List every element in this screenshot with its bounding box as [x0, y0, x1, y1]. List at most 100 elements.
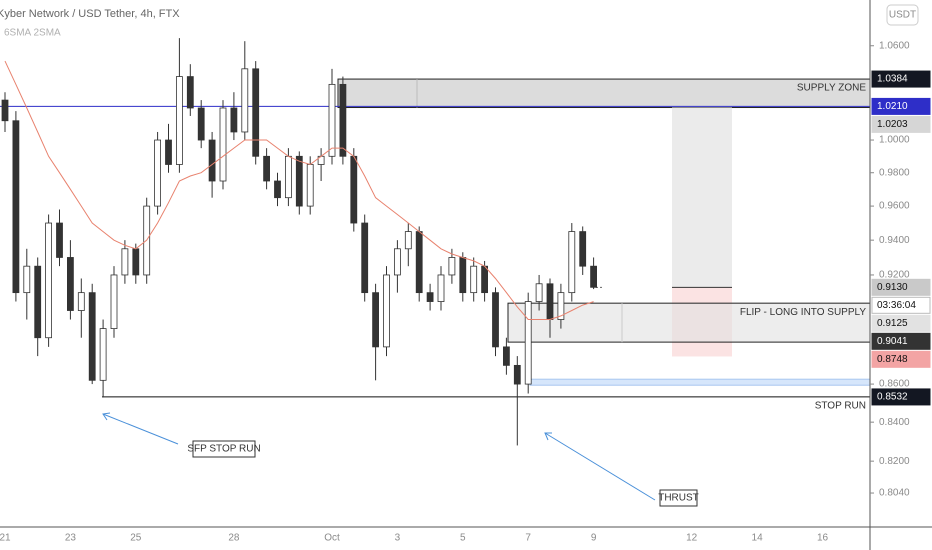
sma-line [4, 60, 594, 320]
flip-label: FLIP - LONG INTO SUPPLY [740, 307, 866, 318]
candle-body [372, 292, 380, 348]
y-tick-label: 0.8400 [879, 417, 910, 428]
price-tag [871, 70, 931, 88]
supply-zone [337, 78, 871, 109]
y-tick-label: 0.9800 [879, 167, 910, 178]
price-tag [871, 115, 931, 133]
candle-body [546, 283, 554, 320]
price-tag [871, 332, 931, 350]
supply-label: SUPPLY ZONE [797, 83, 866, 94]
candle-body [284, 155, 292, 199]
candle-body [437, 274, 445, 302]
candle-body [328, 83, 336, 157]
price-tag-label: 0.9041 [877, 336, 908, 347]
candle-body [88, 292, 96, 381]
y-tick-label: 0.9200 [879, 270, 910, 281]
candle-body [45, 222, 52, 339]
candle-body [339, 83, 347, 157]
candle-body [197, 107, 205, 141]
price-tag-label: 0.9125 [877, 318, 908, 329]
sfp-box [192, 440, 256, 458]
candle-body [590, 265, 597, 288]
candle-body [23, 265, 31, 294]
price-tag [871, 296, 931, 314]
stop-run-label: STOP RUN [815, 401, 866, 412]
price-tag [871, 388, 931, 406]
candle-body [208, 139, 216, 182]
thrust-label: THRUST [658, 493, 699, 504]
blue-zone [529, 378, 871, 386]
candle-body [448, 257, 456, 276]
candles [1, 38, 597, 446]
candle-body [132, 248, 140, 276]
x-tick-label: 9 [591, 533, 597, 544]
x-tick-label: 5 [460, 533, 466, 544]
y-tick-label: 1.0600 [879, 40, 910, 51]
zones: SUPPLY ZONE FLIP - LONG INTO SUPPLY STOP R… [0, 78, 871, 412]
candle-body [252, 68, 260, 157]
candle-body [121, 248, 129, 276]
indicator-legend: 6SMA 2SMA [4, 28, 61, 39]
y-tick-label: 0.8200 [879, 456, 910, 467]
candle-body [579, 231, 587, 267]
candle-body [383, 274, 390, 348]
candle-body [34, 265, 42, 339]
price-tag [871, 97, 931, 115]
candle-body [524, 301, 532, 385]
candle-body [274, 180, 281, 199]
price-tag [871, 278, 931, 296]
arrow-head [544, 432, 552, 441]
candle-body [393, 248, 401, 276]
price-tag [871, 314, 931, 332]
candle-body [77, 292, 85, 311]
x-tick-label: 28 [228, 533, 240, 544]
candle-body [404, 231, 412, 250]
x-tick-label: 25 [130, 533, 142, 544]
currency-badge[interactable] [886, 4, 919, 26]
candle-body [219, 107, 227, 182]
candle-body [470, 265, 478, 294]
candle-body [186, 76, 194, 109]
x-tick-label: 3 [395, 533, 401, 544]
candle-body [263, 155, 271, 182]
thrust-box [659, 489, 698, 507]
price-tag-label: 1.0384 [877, 74, 908, 85]
candle-body [295, 155, 303, 207]
chart-title: Kyber Network / USD Tether, 4h, FTX [0, 8, 180, 20]
candle-body [481, 265, 489, 294]
arrow-head [102, 412, 111, 421]
candle-body [415, 231, 423, 294]
candle-body [557, 292, 565, 320]
candle-body [513, 364, 521, 385]
position-target [672, 107, 732, 288]
price-tag-label: 0.9130 [877, 282, 908, 293]
price-tag-label: 03:36:04 [877, 300, 916, 311]
x-tick-label: Oct [324, 533, 340, 544]
price-tag [871, 350, 931, 368]
candle-body [535, 283, 543, 302]
candle-body [154, 139, 162, 207]
y-tick-label: 0.9400 [879, 235, 910, 246]
arrow [544, 432, 656, 501]
price-tag-label: 1.0210 [877, 101, 908, 112]
currency-label: USDT [889, 10, 916, 21]
tags: 1.0384 1.0210 1.0203 0.9130 03:36:04 0.9125 0.… [871, 70, 931, 406]
candle-body [361, 222, 369, 294]
candle-body [459, 257, 467, 294]
candle-body [230, 107, 238, 133]
price-tag-label: 0.8532 [877, 392, 908, 403]
candle-body [426, 292, 434, 302]
candle-body [306, 164, 314, 207]
candle-body [1, 99, 9, 122]
candle-body [492, 292, 499, 348]
x-tick-label: 12 [686, 533, 698, 544]
y-tick-label: 0.8040 [879, 488, 910, 499]
arrows [102, 412, 656, 501]
candle-body [99, 328, 107, 381]
price-tag-label: 1.0203 [877, 119, 908, 130]
candle-body [568, 231, 576, 294]
candle-body [12, 120, 20, 294]
candle-body [56, 222, 63, 258]
x-tick-label: 14 [752, 533, 764, 544]
